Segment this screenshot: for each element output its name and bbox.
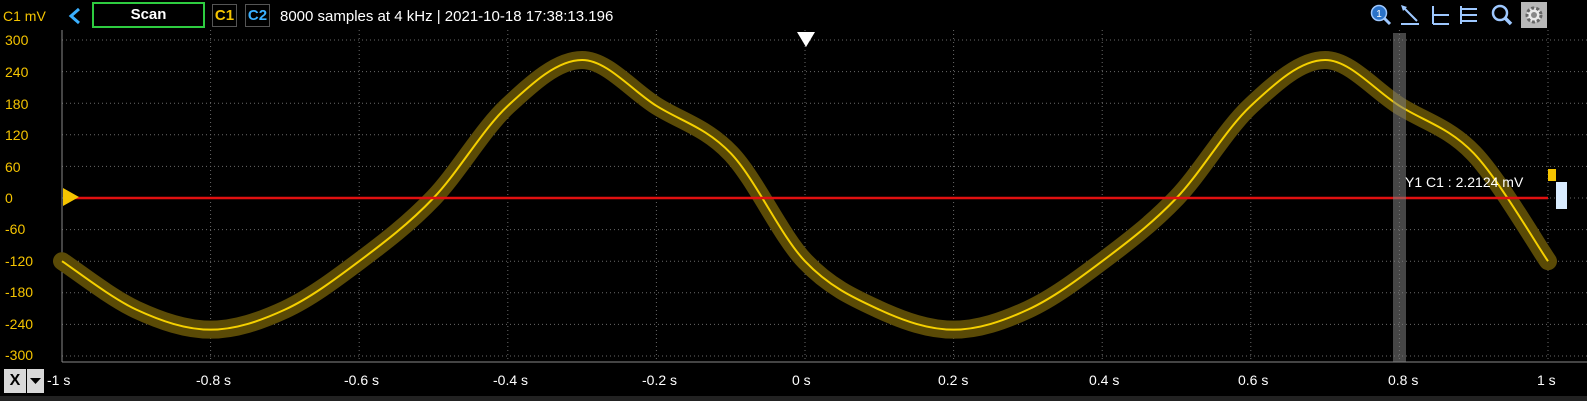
cursor-readout: Y1 C1 : 2.2124 mV (1405, 174, 1524, 190)
y-tick-label: -60 (5, 221, 26, 237)
y-tick-label: 240 (5, 64, 29, 80)
x-tick-label: 1 s (1537, 372, 1556, 388)
chevron-down-icon (30, 378, 41, 384)
x-tick-label: 0 s (792, 372, 811, 388)
right-level-marker-icon[interactable] (1548, 169, 1556, 181)
back-arrow-icon[interactable] (66, 6, 84, 26)
zoom-search-icon[interactable] (1490, 3, 1514, 27)
y-tick-label: -180 (5, 284, 34, 300)
plot-area[interactable] (0, 30, 1587, 370)
x-tick-label: 0.6 s (1238, 372, 1269, 388)
x-tick-label: -0.2 s (642, 372, 678, 388)
x-axis-button[interactable]: X (4, 369, 26, 393)
x-tick-label: 0.2 s (938, 372, 969, 388)
toolbar: C1 mV Scan C1 C2 8000 samples at 4 kHz |… (0, 0, 1587, 32)
x-tick-label: -0.4 s (493, 372, 529, 388)
x-tick-label: 0.4 s (1089, 372, 1120, 388)
cursor-band[interactable] (1393, 33, 1406, 362)
y-tick-label: 120 (5, 127, 29, 143)
channel-1-button[interactable]: C1 (212, 4, 237, 27)
x-tick-label: -0.6 s (344, 372, 380, 388)
channel-2-button[interactable]: C2 (245, 4, 270, 27)
x-axis-dropdown[interactable] (27, 369, 44, 393)
y-tick-label: -120 (5, 253, 34, 269)
y-tick-label: -300 (5, 347, 34, 363)
cursor-list-icon[interactable] (1456, 3, 1480, 27)
settings-icon[interactable] (1521, 2, 1547, 28)
signal-trace (61, 59, 1549, 331)
scroll-handle[interactable] (1556, 182, 1567, 209)
svg-text:1: 1 (1376, 9, 1382, 20)
y-tick-label: 60 (5, 159, 21, 175)
x-tick-label: -1 s (47, 372, 71, 388)
y-tick-label: 0 (5, 190, 13, 206)
y-unit-label: C1 mV (3, 8, 46, 24)
trigger-marker-icon[interactable] (797, 32, 815, 47)
y-tick-label: 300 (5, 32, 29, 48)
cursor-horizontal-icon[interactable] (1428, 3, 1452, 27)
x-tick-label: -0.8 s (196, 372, 232, 388)
y-zero-marker-icon[interactable] (63, 188, 79, 206)
y-tick-label: 180 (5, 96, 29, 112)
cursor-add-icon[interactable] (1397, 3, 1421, 27)
bottom-strip (0, 396, 1587, 401)
acquisition-info: 8000 samples at 4 kHz | 2021-10-18 17:38… (280, 8, 614, 25)
scan-button[interactable]: Scan (92, 2, 205, 28)
x-tick-label: 0.8 s (1388, 372, 1419, 388)
zoom-1-icon[interactable]: 1 (1369, 3, 1393, 27)
y-tick-label: -240 (5, 316, 34, 332)
